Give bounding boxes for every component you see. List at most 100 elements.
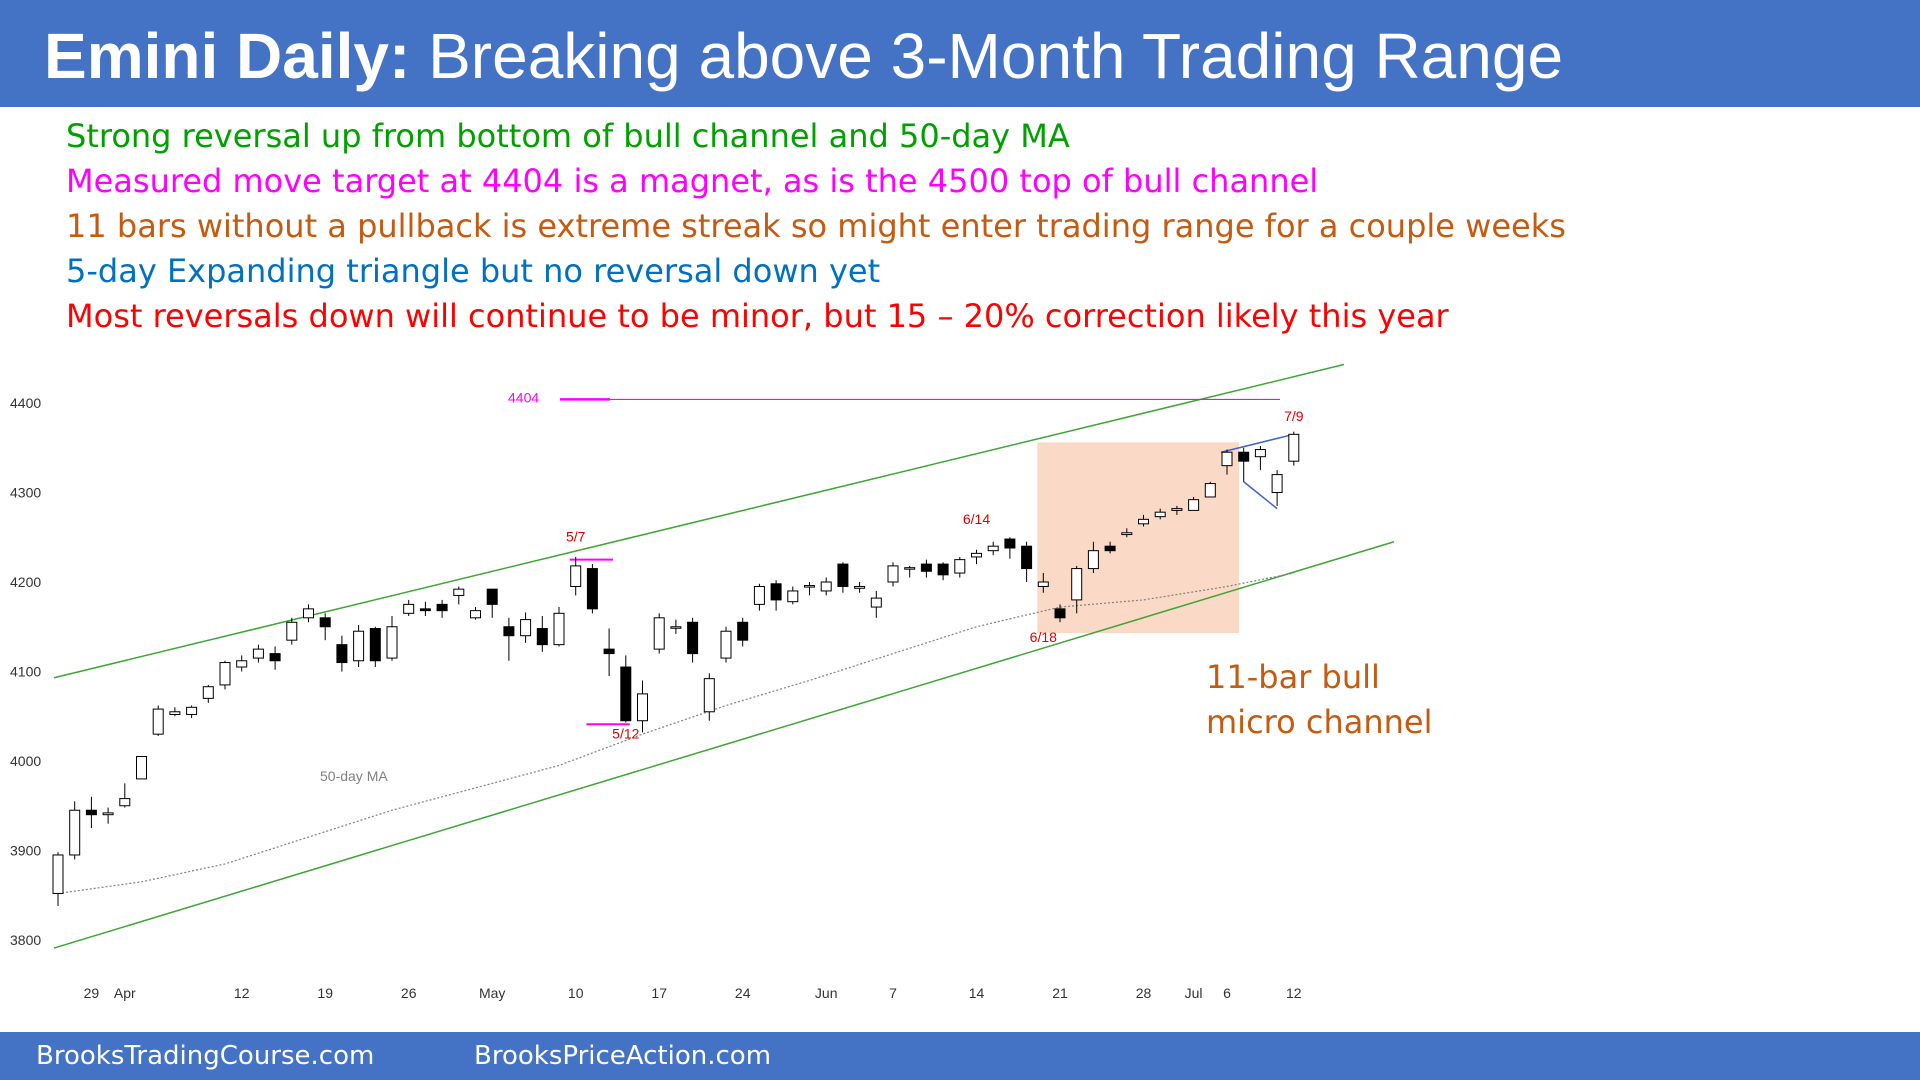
candle-body <box>620 666 632 722</box>
x-tick-label: 24 <box>735 985 751 1001</box>
x-tick-label: 12 <box>234 985 250 1001</box>
candle-body <box>637 693 648 722</box>
candle-body <box>753 585 765 605</box>
y-tick-label: 4300 <box>10 485 41 501</box>
x-tick-label: 6 <box>1223 985 1231 1001</box>
candle-body <box>202 686 214 699</box>
note-3: 11 bars without a pullback is extreme st… <box>66 207 1566 245</box>
note-4: 5-day Expanding triangle but no reversal… <box>66 252 881 290</box>
micro-channel-label: 11-bar bull <box>1206 658 1380 696</box>
candle-body <box>269 653 281 662</box>
candle-body <box>520 619 532 637</box>
candle-body <box>85 809 97 816</box>
candle-body <box>670 626 682 629</box>
candle-body <box>353 630 365 662</box>
x-tick-label: 19 <box>317 985 333 1001</box>
candle-body <box>570 565 582 587</box>
candle-body <box>937 563 949 576</box>
micro-channel-label: micro channel <box>1206 703 1432 741</box>
candle-body <box>1121 532 1133 536</box>
candle-body <box>787 590 799 603</box>
candle-body <box>319 617 331 628</box>
candle-body <box>1154 511 1166 518</box>
candle-body <box>52 854 64 894</box>
candle-body <box>837 563 849 587</box>
page-title: Emini Daily: Breaking above 3-Month Trad… <box>44 18 1563 94</box>
x-tick-label: 26 <box>401 985 417 1001</box>
candle-body <box>586 568 598 610</box>
candle-body <box>954 559 966 574</box>
y-tick-label: 4200 <box>10 574 41 590</box>
y-tick-label: 4100 <box>10 664 41 680</box>
candle-body <box>1221 451 1233 467</box>
candle-body <box>1254 449 1266 458</box>
y-tick-label: 3900 <box>10 843 41 859</box>
candle-body <box>904 567 916 570</box>
candle-body <box>186 706 198 715</box>
y-tick-label: 4400 <box>10 395 41 411</box>
footer-right-link[interactable]: BrooksPriceAction.com <box>474 1041 772 1071</box>
x-tick-label: May <box>479 985 505 1001</box>
candle-body <box>136 756 147 780</box>
candle-body <box>470 610 481 619</box>
ma50-line <box>57 572 1294 895</box>
candle-body <box>236 660 248 668</box>
candle-body <box>303 608 314 619</box>
target-label: 4404 <box>508 389 539 405</box>
x-tick-label: Jun <box>815 985 838 1001</box>
candle-body <box>804 585 815 588</box>
candle-body <box>1071 568 1083 601</box>
candle-body <box>1204 483 1216 498</box>
candle-body <box>486 588 498 605</box>
candle-body <box>169 711 181 715</box>
note-2: Measured move target at 4404 is a magnet… <box>66 162 1319 200</box>
candle-body <box>286 621 298 641</box>
candle-body <box>403 603 415 614</box>
candle-body <box>720 630 732 659</box>
date-annotation: 6/14 <box>963 511 990 527</box>
candle-body <box>820 581 832 592</box>
notes: Strong reversal up from bottom of bull c… <box>66 114 1566 339</box>
candle-body <box>386 626 398 659</box>
candle-body <box>971 552 982 558</box>
note-1: Strong reversal up from bottom of bull c… <box>66 117 1070 155</box>
triangle-lower-line <box>1243 481 1278 510</box>
candle-body <box>219 662 231 686</box>
x-tick-label: 10 <box>568 985 584 1001</box>
candle-body <box>653 617 665 650</box>
candle-body <box>854 585 866 589</box>
candle-body <box>1087 550 1099 570</box>
candle-body <box>1288 433 1300 462</box>
candle-body <box>1171 508 1183 511</box>
date-annotation: 5/12 <box>612 726 639 742</box>
candle-body <box>436 603 448 612</box>
x-tick-label: Apr <box>114 985 136 1001</box>
candle-body <box>1238 451 1250 462</box>
x-tick-label: 7 <box>889 985 897 1001</box>
candle-body <box>1138 518 1149 525</box>
x-tick-label: 17 <box>651 985 667 1001</box>
candle-body <box>703 678 715 713</box>
candle-body <box>152 708 164 735</box>
channel-top-line <box>53 363 1345 679</box>
candle-body <box>770 583 782 601</box>
channel-bottom-line <box>53 541 1395 949</box>
candle-body <box>1004 538 1016 549</box>
title-rest: Breaking above 3-Month Trading Range <box>410 20 1564 92</box>
candle-body <box>102 812 114 816</box>
candle-body <box>737 621 749 641</box>
candle-body <box>553 612 565 646</box>
y-tick-label: 4000 <box>10 753 41 769</box>
candle-body <box>987 545 999 552</box>
candle-body <box>887 565 899 583</box>
candle-body <box>369 628 381 662</box>
candle-body <box>870 597 882 608</box>
x-tick-label: 21 <box>1052 985 1068 1001</box>
candle-body <box>920 563 932 572</box>
candle-body <box>536 628 548 646</box>
footer-left-link[interactable]: BrooksTradingCourse.com <box>36 1041 375 1071</box>
candle-body <box>1104 545 1116 552</box>
title-bold: Emini Daily: <box>44 20 411 92</box>
x-tick-label: 12 <box>1286 985 1302 1001</box>
candle-body <box>1271 474 1283 494</box>
